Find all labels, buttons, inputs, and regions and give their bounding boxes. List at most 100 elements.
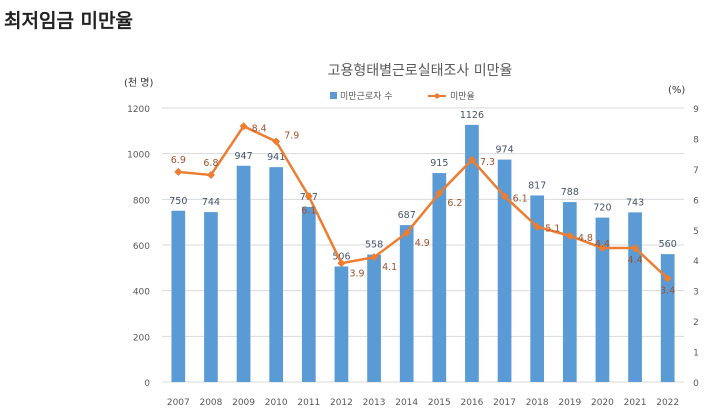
bar-data-label: 558 xyxy=(365,240,383,251)
rate-data-label: 3.9 xyxy=(349,268,364,279)
bar-data-label: 743 xyxy=(626,197,644,208)
bar xyxy=(399,225,414,382)
legend-line-marker xyxy=(434,93,440,99)
rate-data-label: 4.8 xyxy=(578,233,593,244)
bar xyxy=(595,217,610,382)
bar-data-label: 817 xyxy=(528,180,546,191)
rate-marker xyxy=(631,244,640,253)
y-right-tick-label: 8 xyxy=(693,135,699,145)
y-left-axis-label: (천 명) xyxy=(124,77,153,89)
bar xyxy=(530,195,545,382)
rate-marker xyxy=(533,222,542,231)
y-right-tick-label: 6 xyxy=(693,196,699,206)
y-right-tick-label: 1 xyxy=(693,349,699,359)
bar-data-label: 788 xyxy=(561,187,579,198)
rate-data-label: 6.2 xyxy=(447,198,462,209)
rate-data-label: 7.3 xyxy=(480,157,495,168)
rate-data-label: 5.1 xyxy=(545,224,560,235)
bar-data-label: 687 xyxy=(398,210,416,221)
y-right-tick-label: 7 xyxy=(693,166,699,176)
y-left-tick-label: 1000 xyxy=(127,151,150,161)
rate-marker xyxy=(174,167,183,176)
x-tick-label: 2014 xyxy=(395,398,418,408)
y-left-tick-label: 200 xyxy=(133,333,150,343)
x-tick-label: 2015 xyxy=(428,398,451,408)
rate-marker xyxy=(467,155,476,164)
y-left-tick-label: 600 xyxy=(133,242,150,252)
rate-marker xyxy=(435,189,444,198)
y-right-tick-label: 5 xyxy=(693,227,699,237)
y-left-tick-label: 400 xyxy=(133,288,150,298)
y-left-tick-label: 1200 xyxy=(127,105,150,115)
bar-data-label: 560 xyxy=(659,239,677,250)
rate-data-label: 7.9 xyxy=(284,130,299,141)
bar-data-label: 720 xyxy=(593,203,611,214)
bar xyxy=(562,202,577,382)
x-tick-label: 2017 xyxy=(493,398,516,408)
x-tick-label: 2020 xyxy=(591,398,614,408)
bar xyxy=(334,266,349,382)
legend-bar-label: 미만근로자 수 xyxy=(340,91,393,102)
bar xyxy=(367,254,381,382)
bar xyxy=(628,212,642,382)
rate-data-label: 4.9 xyxy=(415,238,430,249)
x-tick-label: 2019 xyxy=(558,398,581,408)
x-tick-label: 2012 xyxy=(330,398,353,408)
x-tick-label: 2007 xyxy=(167,398,190,408)
y-right-tick-label: 0 xyxy=(693,379,699,389)
bar xyxy=(171,210,186,382)
rate-data-label: 3.4 xyxy=(660,285,675,296)
bar-data-label: 947 xyxy=(234,151,252,162)
y-right-axis-label: (%) xyxy=(668,85,685,96)
legend-bar-swatch xyxy=(330,92,337,99)
bar-data-label: 941 xyxy=(267,152,285,163)
bar xyxy=(204,212,218,382)
rate-data-label: 8.4 xyxy=(252,123,267,134)
rate-marker xyxy=(304,192,313,201)
y-right-tick-label: 9 xyxy=(693,105,699,115)
rate-data-label: 4.4 xyxy=(628,255,643,266)
rate-marker xyxy=(239,122,248,131)
x-tick-label: 2022 xyxy=(656,398,679,408)
rate-marker xyxy=(402,228,411,237)
rate-data-label: 4.1 xyxy=(382,262,397,273)
x-tick-label: 2018 xyxy=(526,398,549,408)
bar xyxy=(465,124,479,382)
y-right-tick-label: 3 xyxy=(693,288,699,298)
rate-marker xyxy=(337,259,346,268)
bar xyxy=(432,173,447,382)
x-tick-label: 2013 xyxy=(363,398,386,408)
x-tick-label: 2009 xyxy=(232,398,255,408)
bar xyxy=(269,167,284,382)
bar xyxy=(236,165,251,382)
rate-data-label: 4.4 xyxy=(595,239,610,250)
page-title: 최저임금 미만율 xyxy=(4,10,133,32)
x-tick-label: 2021 xyxy=(624,398,647,408)
x-tick-label: 2008 xyxy=(199,398,222,408)
bar xyxy=(660,254,675,382)
rate-marker xyxy=(598,244,607,253)
rate-marker xyxy=(565,231,574,240)
y-right-tick-label: 2 xyxy=(693,318,699,328)
bar xyxy=(497,159,512,382)
rate-data-label: 6.8 xyxy=(203,158,218,169)
rate-marker xyxy=(663,274,672,283)
bar-data-label: 506 xyxy=(332,251,350,262)
bar-data-label: 915 xyxy=(430,158,448,169)
y-right-tick-label: 4 xyxy=(693,257,699,267)
x-tick-label: 2010 xyxy=(265,398,288,408)
rate-data-label: 6.9 xyxy=(171,155,186,166)
bar-data-label: 750 xyxy=(169,196,187,207)
rate-marker xyxy=(500,192,509,201)
y-left-tick-label: 0 xyxy=(144,379,150,389)
legend-line-label: 미만율 xyxy=(450,91,475,102)
rate-marker xyxy=(370,253,379,262)
rate-data-label: 6.1 xyxy=(513,193,528,204)
x-tick-label: 2011 xyxy=(297,398,320,408)
rate-data-label: 6.1 xyxy=(301,205,316,216)
x-tick-label: 2016 xyxy=(460,398,483,408)
rate-marker xyxy=(272,137,281,146)
bar-data-label: 1126 xyxy=(460,110,484,121)
rate-line xyxy=(178,124,669,280)
